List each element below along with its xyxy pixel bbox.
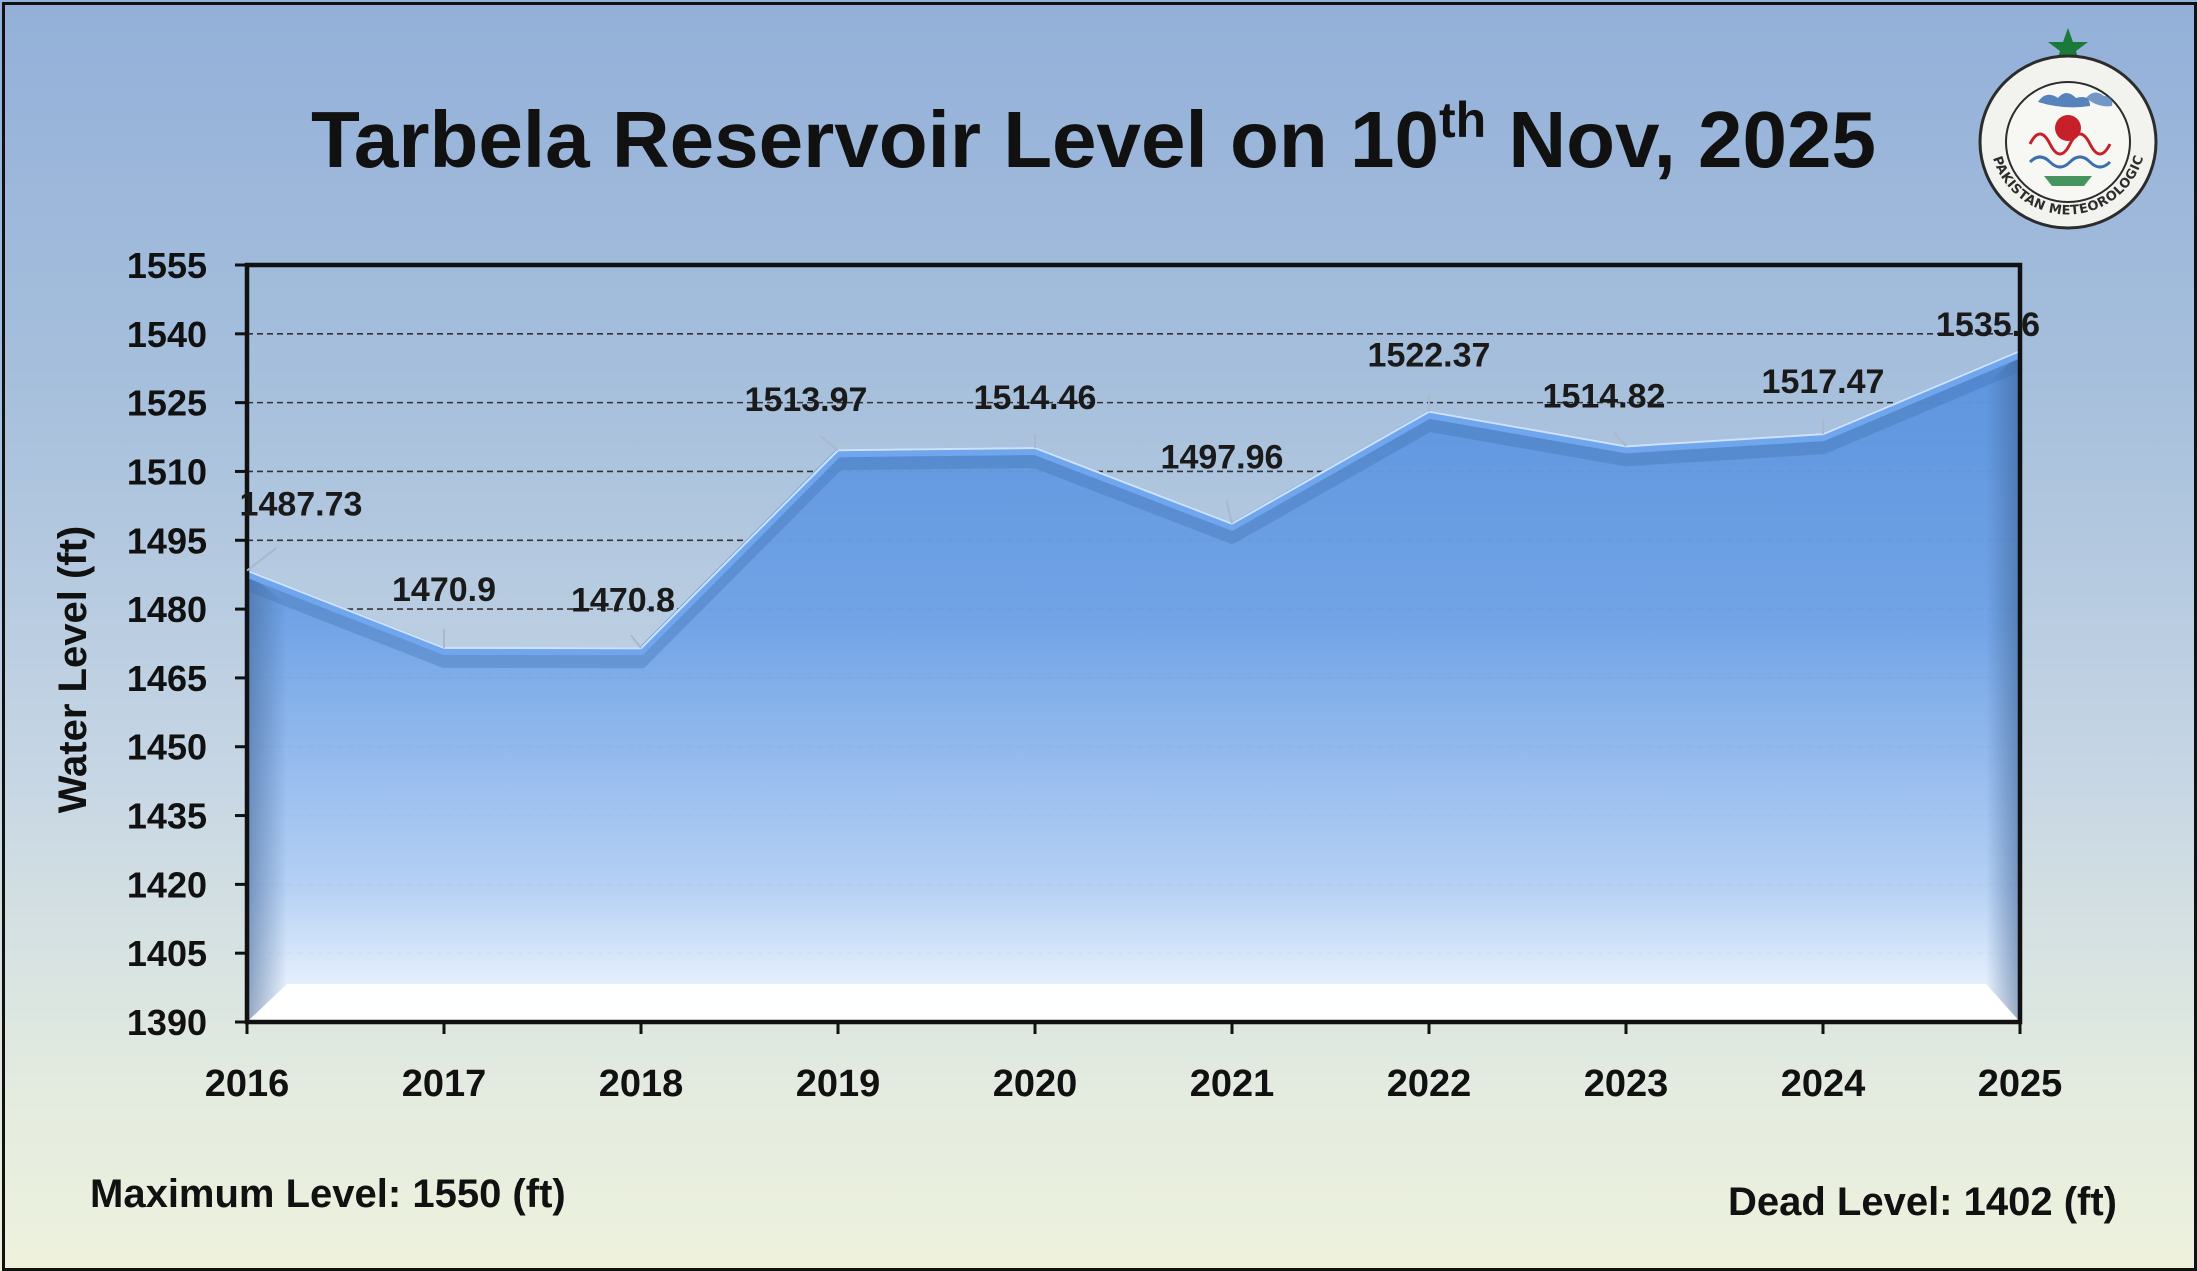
title-suffix: Nov, 2025: [1486, 95, 1876, 184]
y-tick-label: 1390: [127, 1002, 207, 1043]
x-tick-label: 2019: [796, 1063, 881, 1105]
title-prefix: Tarbela Reservoir Level on 10: [311, 95, 1439, 184]
y-tick-label: 1465: [127, 658, 207, 699]
data-label: 1514.46: [974, 379, 1097, 417]
data-label: 1513.97: [745, 381, 868, 419]
series-line-highlight: [246, 350, 2021, 650]
area-right-bevel: [1986, 354, 2020, 1022]
data-label: 1535.6: [1936, 306, 2040, 344]
title-superscript: th: [1438, 92, 1487, 148]
x-tick-label: 2024: [1781, 1063, 1866, 1105]
y-tick-label: 1420: [127, 864, 207, 905]
pmd-logo: PAKISTAN METEOROLOGICAL DEPARTMENT: [1951, 13, 2178, 244]
x-tick-label: 2017: [402, 1063, 487, 1105]
data-label: 1517.47: [1762, 363, 1885, 401]
data-label-leader: [1225, 500, 1233, 524]
data-label-leader: [819, 435, 839, 452]
y-tick-label: 1540: [127, 314, 207, 355]
data-label-leader: [1613, 431, 1627, 447]
area-floor: [247, 984, 2020, 1022]
data-label: 1487.73: [240, 486, 363, 524]
data-label: 1497.96: [1161, 439, 1284, 477]
x-tick-label: 2022: [1387, 1063, 1472, 1105]
axes-layer: 1390 1405 1420 1435 1450 1465 1480 1495 1510 1525…: [51, 245, 2062, 1105]
x-tick-label: 2018: [599, 1063, 684, 1105]
area-left-bevel: [247, 573, 287, 1022]
data-label-leader: [246, 546, 278, 572]
labels-layer: 1487.73 1470.9 1470.8 1513.97 1514.46 1497.96…: [240, 306, 2040, 649]
x-tick-label: 2016: [205, 1063, 290, 1105]
y-tick-label: 1495: [127, 520, 207, 561]
y-tick-label: 1555: [127, 245, 207, 286]
data-label: 1522.37: [1368, 337, 1491, 375]
y-tick-label: 1480: [127, 589, 207, 630]
y-tick-label: 1435: [127, 796, 207, 837]
y-tick-label: 1525: [127, 383, 207, 424]
area-layer: [244, 350, 2023, 1022]
series-line-shadow: [244, 357, 2023, 669]
y-tick-label: 1510: [127, 451, 207, 492]
data-label-leader: [630, 634, 642, 649]
series-line: [245, 350, 2022, 656]
x-tick-label: 2023: [1584, 1063, 1669, 1105]
x-tick-label: 2025: [1978, 1063, 2063, 1105]
area-fill: [247, 354, 2020, 1020]
star-icon: [2048, 28, 2088, 65]
y-tick-label: 1450: [127, 727, 207, 768]
chart-title: Tarbela Reservoir Level on 10th Nov, 202…: [0, 95, 2197, 180]
data-label: 1470.8: [571, 581, 675, 619]
x-tick-label: 2021: [1190, 1063, 1275, 1105]
y-axis-title: Water Level (ft): [51, 526, 95, 813]
dead-level-note: Dead Level: 1402 (ft): [1727, 1180, 2117, 1224]
data-label: 1470.9: [392, 571, 496, 609]
data-label: 1514.82: [1543, 377, 1666, 415]
maximum-level-note: Maximum Level: 1550 (ft): [90, 1172, 566, 1216]
x-tick-label: 2020: [993, 1063, 1078, 1105]
plot-border: [244, 262, 2023, 1025]
y-tick-label: 1405: [127, 933, 207, 974]
